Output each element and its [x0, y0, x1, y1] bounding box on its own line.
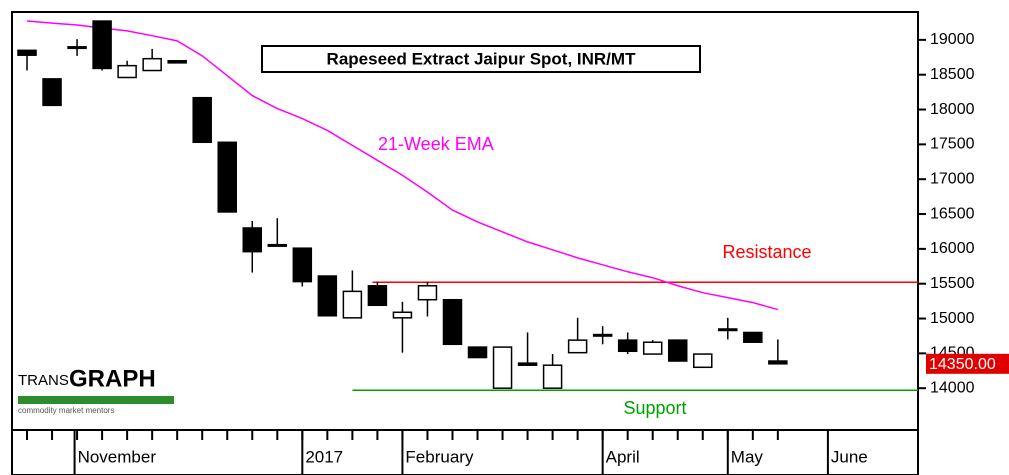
candle-body [342, 290, 363, 319]
candle-body [217, 141, 237, 213]
y-tick-label: 17500 [930, 136, 975, 153]
candle-body [267, 243, 288, 247]
x-tick-label: February [405, 447, 474, 466]
logo-part: GRAPH [69, 365, 156, 392]
candle-body [567, 339, 588, 354]
candle-body [467, 346, 488, 359]
candle-body [142, 57, 162, 72]
candle-body [617, 339, 638, 353]
x-axis-frame [11, 429, 919, 475]
candle-body [517, 362, 538, 366]
logo-bar [18, 396, 174, 404]
y-tick-label: 17000 [930, 170, 975, 187]
candle-body [292, 247, 313, 283]
candle-body [693, 353, 713, 369]
candle-body [242, 227, 263, 253]
ema-label: 21-Week EMA [378, 134, 494, 154]
y-tick-label: 15500 [930, 275, 975, 292]
candle-body [417, 285, 438, 301]
last-price-box [926, 353, 1009, 374]
y-tick-label: 16500 [930, 205, 975, 222]
candle-body [392, 311, 413, 319]
y-tick-label: 16000 [930, 240, 975, 257]
chart-title: Rapeseed Extract Jaipur Spot, INR/MT [327, 49, 637, 68]
x-tick-label: June [831, 447, 868, 466]
candle-body [542, 364, 563, 389]
x-tick-label: April [606, 447, 640, 466]
candle-body [167, 60, 187, 64]
title-box [261, 45, 701, 73]
candle-body [492, 346, 513, 389]
y-tick-label: 15000 [930, 310, 975, 327]
x-tick-label: November [78, 447, 157, 466]
candle-body [642, 341, 663, 355]
y-tick-label: 18000 [930, 101, 975, 118]
level-label: Resistance [722, 242, 811, 262]
candle-body [442, 298, 463, 346]
x-tick-label: May [731, 447, 764, 466]
candle-body [592, 333, 613, 337]
level-label: Support [623, 398, 686, 418]
logo-tagline: commodity market mentors [18, 406, 114, 415]
candle-body [768, 360, 788, 365]
y-tick-label: 14000 [930, 379, 975, 396]
candle-body [117, 64, 137, 79]
candle-body [367, 285, 388, 307]
candle-body [42, 78, 62, 107]
last-price-label: 14350.00 [929, 356, 996, 373]
y-tick-label: 19000 [930, 31, 975, 48]
y-tick-label: 18500 [930, 66, 975, 83]
candle-body [92, 20, 112, 70]
logo-part: TRANS [18, 372, 69, 389]
candle-body [317, 275, 338, 317]
ema-line [26, 20, 779, 311]
x-tick-label: 2017 [305, 447, 343, 466]
candle-body [192, 96, 212, 144]
candle-body [718, 328, 738, 332]
logo: TRANS GRAPH commodity market mentors [18, 365, 174, 415]
candle-body [667, 339, 688, 362]
candle-body [743, 331, 763, 343]
candle-body [67, 46, 87, 50]
candle-body [17, 49, 37, 56]
plot-frame [11, 11, 919, 431]
